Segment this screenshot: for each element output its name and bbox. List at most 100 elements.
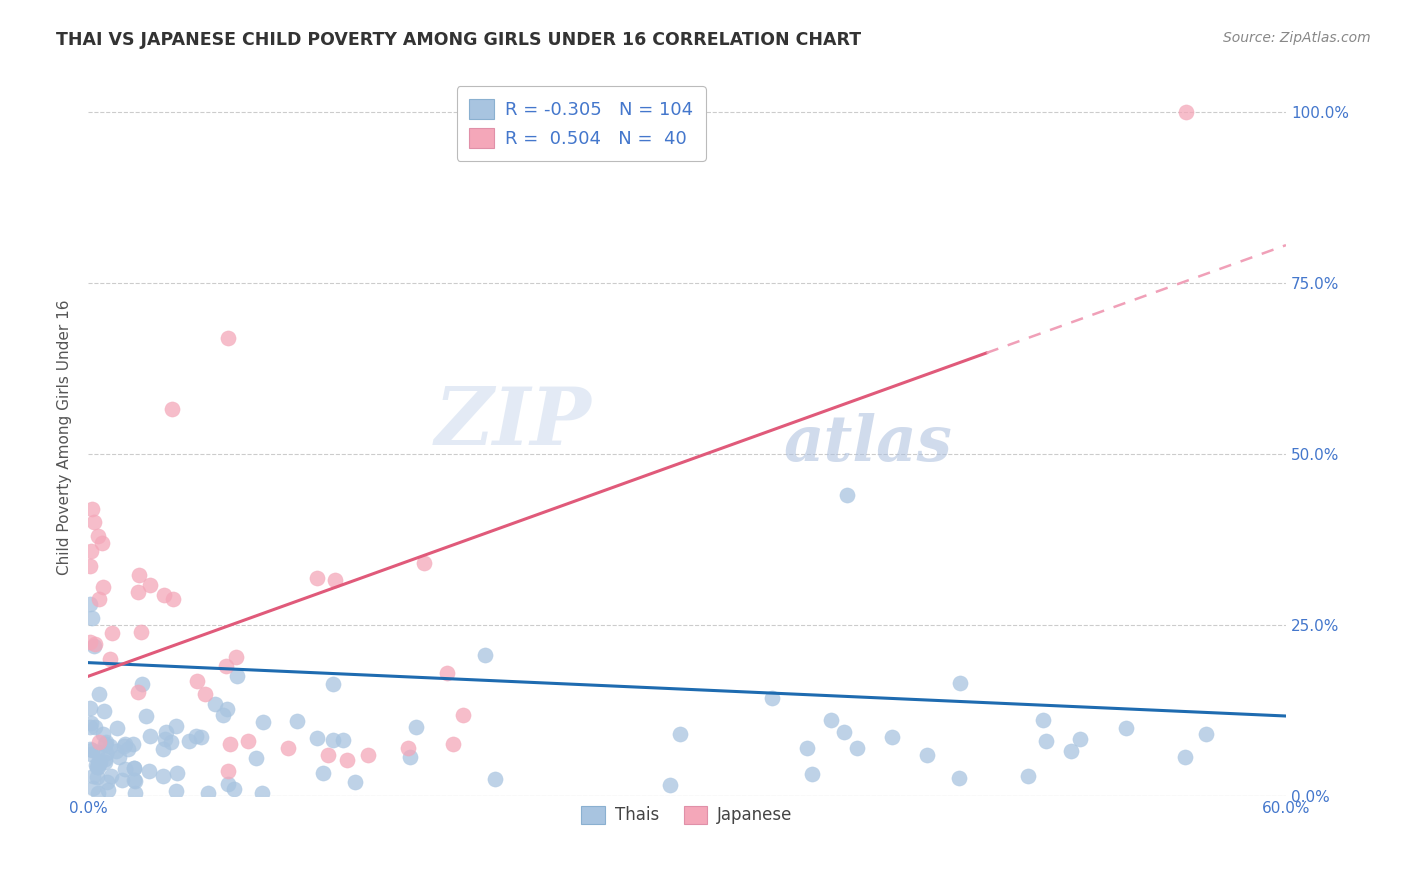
- Point: [225, 649, 247, 664]
- Point: [474, 648, 496, 662]
- Point: [1174, 749, 1197, 764]
- Text: atlas: atlas: [783, 413, 952, 475]
- Point: [1035, 734, 1057, 748]
- Point: [89, 686, 111, 700]
- Point: [94, 752, 117, 766]
- Point: [159, 735, 181, 749]
- Point: [84, 637, 107, 651]
- Point: [915, 747, 938, 762]
- Point: [214, 659, 236, 673]
- Point: [186, 673, 208, 688]
- Point: [84, 757, 107, 772]
- Point: [217, 330, 239, 344]
- Point: [356, 747, 378, 762]
- Point: [87, 734, 110, 748]
- Point: [217, 701, 239, 715]
- Point: [80, 543, 103, 558]
- Point: [160, 402, 183, 417]
- Point: [312, 765, 335, 780]
- Point: [128, 567, 150, 582]
- Point: [122, 761, 145, 775]
- Point: [184, 729, 207, 743]
- Point: [127, 585, 149, 599]
- Point: [105, 744, 128, 758]
- Point: [245, 750, 267, 764]
- Point: [96, 735, 118, 749]
- Y-axis label: Child Poverty Among Girls Under 16: Child Poverty Among Girls Under 16: [58, 299, 72, 574]
- Text: THAI VS JAPANESE CHILD POVERTY AMONG GIRLS UNDER 16 CORRELATION CHART: THAI VS JAPANESE CHILD POVERTY AMONG GIR…: [56, 31, 862, 49]
- Point: [1195, 727, 1218, 741]
- Point: [83, 639, 105, 653]
- Point: [79, 741, 101, 756]
- Point: [307, 731, 329, 746]
- Point: [87, 760, 110, 774]
- Point: [413, 556, 436, 570]
- Point: [396, 741, 419, 756]
- Point: [122, 760, 145, 774]
- Point: [218, 737, 240, 751]
- Point: [93, 737, 115, 751]
- Point: [79, 720, 101, 734]
- Point: [399, 750, 422, 764]
- Point: [285, 714, 308, 729]
- Point: [139, 578, 162, 592]
- Point: [87, 755, 110, 769]
- Point: [114, 737, 136, 751]
- Point: [325, 573, 347, 587]
- Point: [79, 559, 101, 574]
- Point: [177, 734, 200, 748]
- Point: [111, 772, 134, 787]
- Point: [1032, 713, 1054, 727]
- Point: [79, 701, 101, 715]
- Point: [89, 755, 111, 769]
- Point: [87, 756, 110, 771]
- Point: [834, 724, 856, 739]
- Point: [87, 592, 110, 607]
- Point: [307, 571, 329, 585]
- Point: [87, 786, 110, 800]
- Point: [441, 737, 464, 751]
- Point: [83, 720, 105, 734]
- Point: [152, 769, 174, 783]
- Point: [453, 707, 475, 722]
- Point: [107, 749, 129, 764]
- Point: [138, 764, 160, 779]
- Point: [94, 755, 117, 769]
- Point: [82, 611, 104, 625]
- Point: [162, 592, 184, 607]
- Point: [194, 687, 217, 701]
- Point: [101, 626, 124, 640]
- Point: [129, 625, 152, 640]
- Point: [252, 786, 274, 800]
- Point: [86, 760, 108, 774]
- Point: [211, 708, 233, 723]
- Point: [97, 782, 120, 797]
- Point: [405, 720, 427, 734]
- Point: [1017, 769, 1039, 783]
- Point: [948, 771, 970, 785]
- Point: [436, 665, 458, 680]
- Text: ZIP: ZIP: [434, 384, 592, 461]
- Point: [668, 727, 690, 741]
- Point: [835, 488, 858, 502]
- Point: [336, 753, 359, 767]
- Point: [343, 774, 366, 789]
- Point: [79, 634, 101, 648]
- Point: [135, 709, 157, 723]
- Point: [236, 734, 259, 748]
- Point: [332, 733, 354, 747]
- Point: [1115, 721, 1137, 735]
- Point: [217, 764, 239, 779]
- Point: [91, 536, 114, 550]
- Point: [91, 580, 114, 594]
- Point: [1060, 744, 1083, 758]
- Point: [846, 740, 869, 755]
- Point: [197, 786, 219, 800]
- Point: [91, 726, 114, 740]
- Point: [86, 770, 108, 784]
- Point: [222, 781, 245, 796]
- Point: [82, 501, 104, 516]
- Point: [659, 778, 682, 792]
- Point: [93, 704, 115, 718]
- Point: [83, 516, 105, 530]
